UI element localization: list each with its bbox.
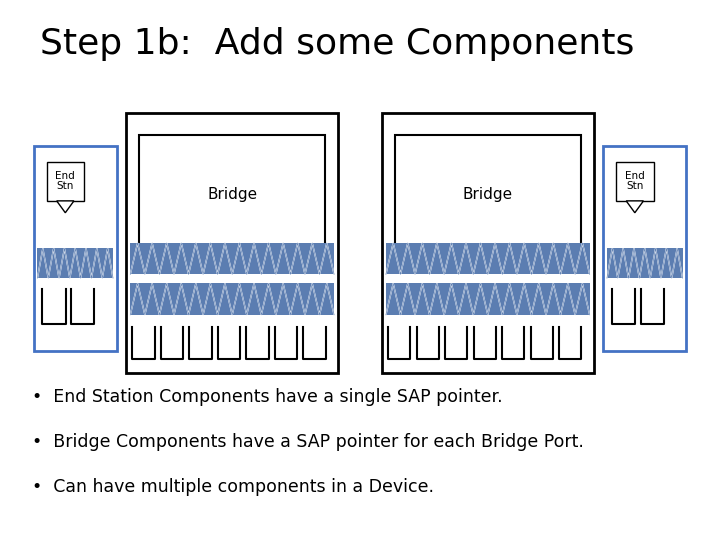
- Text: •  Can have multiple components in a Device.: • Can have multiple components in a Devi…: [32, 477, 434, 496]
- Bar: [126, 113, 338, 373]
- Bar: [37, 248, 113, 278]
- Text: End
Stn: End Stn: [55, 171, 75, 192]
- Text: •  Bridge Components have a SAP pointer for each Bridge Port.: • Bridge Components have a SAP pointer f…: [32, 433, 584, 451]
- Polygon shape: [626, 201, 644, 213]
- Text: End
Stn: End Stn: [625, 171, 644, 192]
- Bar: [382, 113, 594, 373]
- Text: Bridge: Bridge: [207, 187, 257, 202]
- Bar: [616, 162, 654, 201]
- Bar: [603, 146, 686, 351]
- Bar: [47, 162, 84, 201]
- Text: Bridge: Bridge: [463, 187, 513, 202]
- Polygon shape: [57, 201, 74, 213]
- Bar: [34, 146, 117, 351]
- Bar: [386, 243, 590, 274]
- Bar: [139, 135, 325, 254]
- Bar: [386, 284, 590, 315]
- Bar: [607, 248, 683, 278]
- Bar: [130, 243, 334, 274]
- Bar: [130, 284, 334, 315]
- Text: Step 1b:  Add some Components: Step 1b: Add some Components: [40, 27, 634, 61]
- Bar: [395, 135, 581, 254]
- Text: •  End Station Components have a single SAP pointer.: • End Station Components have a single S…: [32, 388, 503, 406]
